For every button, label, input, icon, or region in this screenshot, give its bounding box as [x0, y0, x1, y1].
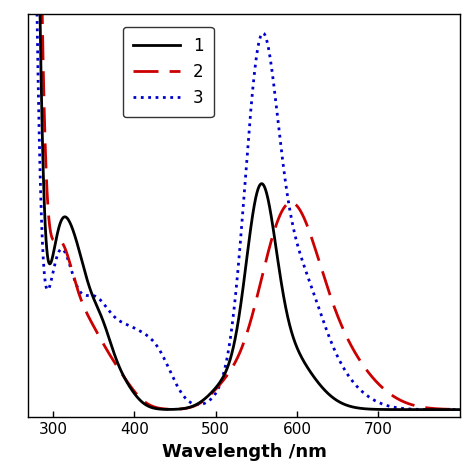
3: [102, 302, 108, 308]
3: [465, 407, 471, 412]
Line: 1: 1: [28, 0, 468, 410]
1: [102, 322, 108, 328]
1: [194, 401, 200, 407]
1: [409, 407, 415, 412]
1: [76, 246, 82, 251]
2: [456, 407, 462, 412]
3: [213, 390, 219, 396]
Legend: 1, 2, 3: 1, 2, 3: [123, 27, 214, 117]
Line: 3: 3: [28, 0, 468, 410]
2: [213, 386, 219, 392]
3: [456, 407, 462, 412]
2: [465, 407, 471, 412]
3: [76, 286, 82, 292]
X-axis label: Wavelength /nm: Wavelength /nm: [162, 443, 327, 461]
1: [456, 407, 462, 412]
Line: 2: 2: [28, 0, 468, 410]
2: [194, 402, 200, 408]
2: [102, 343, 108, 349]
3: [194, 402, 200, 408]
3: [409, 406, 415, 412]
1: [213, 384, 219, 390]
1: [465, 407, 471, 412]
2: [76, 290, 82, 295]
2: [409, 402, 415, 408]
